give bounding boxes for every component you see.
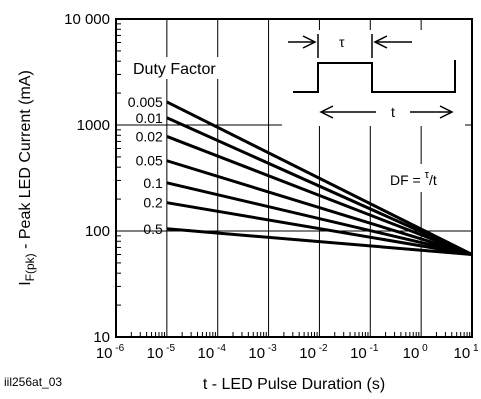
series-lines <box>166 100 473 257</box>
y-tick-labels: 10 100 1000 10 000 <box>64 11 110 346</box>
y-tick-label: 1000 <box>77 117 110 134</box>
pulse-diagram: τ t <box>282 30 465 126</box>
x-tick-label: 10 1 <box>453 343 478 362</box>
series-line <box>166 116 473 256</box>
series-line <box>166 135 473 256</box>
series-label: 0.5 <box>143 221 163 237</box>
series-label: 0.05 <box>136 153 163 169</box>
y-axis-label: IF(pk) - Peak LED Current (mA) <box>17 70 37 286</box>
x-tick-label: 10 -2 <box>299 343 328 362</box>
legend-title-bg <box>128 57 232 79</box>
period-arrowhead-left <box>319 105 334 119</box>
df-formula: DF = τ/t <box>390 169 437 188</box>
df-formula-bg <box>386 164 464 192</box>
series-label: 0.02 <box>136 128 163 144</box>
x-axis-label: t - LED Pulse Duration (s) <box>203 376 385 393</box>
period-arrowhead-right <box>439 105 454 119</box>
series-label: 0.005 <box>128 94 163 110</box>
legend-title: Duty Factor <box>133 61 216 78</box>
period-label: t <box>391 104 395 120</box>
tau-arrowhead-right <box>373 35 388 49</box>
x-tick-label: 10 0 <box>403 343 428 362</box>
plot-frame <box>115 18 473 338</box>
series-line <box>166 181 473 256</box>
x-tick-label: 10 -1 <box>350 343 379 362</box>
x-tick-label: 10 -3 <box>248 343 277 362</box>
series-label: 0.2 <box>143 195 163 211</box>
pulse-waveform <box>293 60 456 93</box>
tau-label: τ <box>339 34 345 50</box>
y-tick-label: 10 <box>93 329 110 346</box>
x-tick-label: 10 -4 <box>198 343 227 362</box>
series-line <box>166 227 473 257</box>
pulse-diagram-bg <box>282 30 465 126</box>
y-tick-label: 10 000 <box>64 11 110 28</box>
tau-arrowhead-left <box>302 35 317 49</box>
series-line <box>166 159 473 256</box>
series-line <box>166 100 473 256</box>
y-tick-label: 100 <box>85 223 110 240</box>
x-tick-labels: 10 -6 10 -5 10 -4 10 -3 10 -2 10 -1 10 0 10 1 <box>96 343 479 362</box>
series-label: 0.01 <box>136 110 163 126</box>
x-tick-label: 10 -6 <box>96 343 125 362</box>
series-line <box>166 201 473 256</box>
series-label: 0.1 <box>143 175 163 191</box>
figure-id: iil256at_03 <box>4 375 62 389</box>
x-tick-label: 10 -5 <box>147 343 176 362</box>
